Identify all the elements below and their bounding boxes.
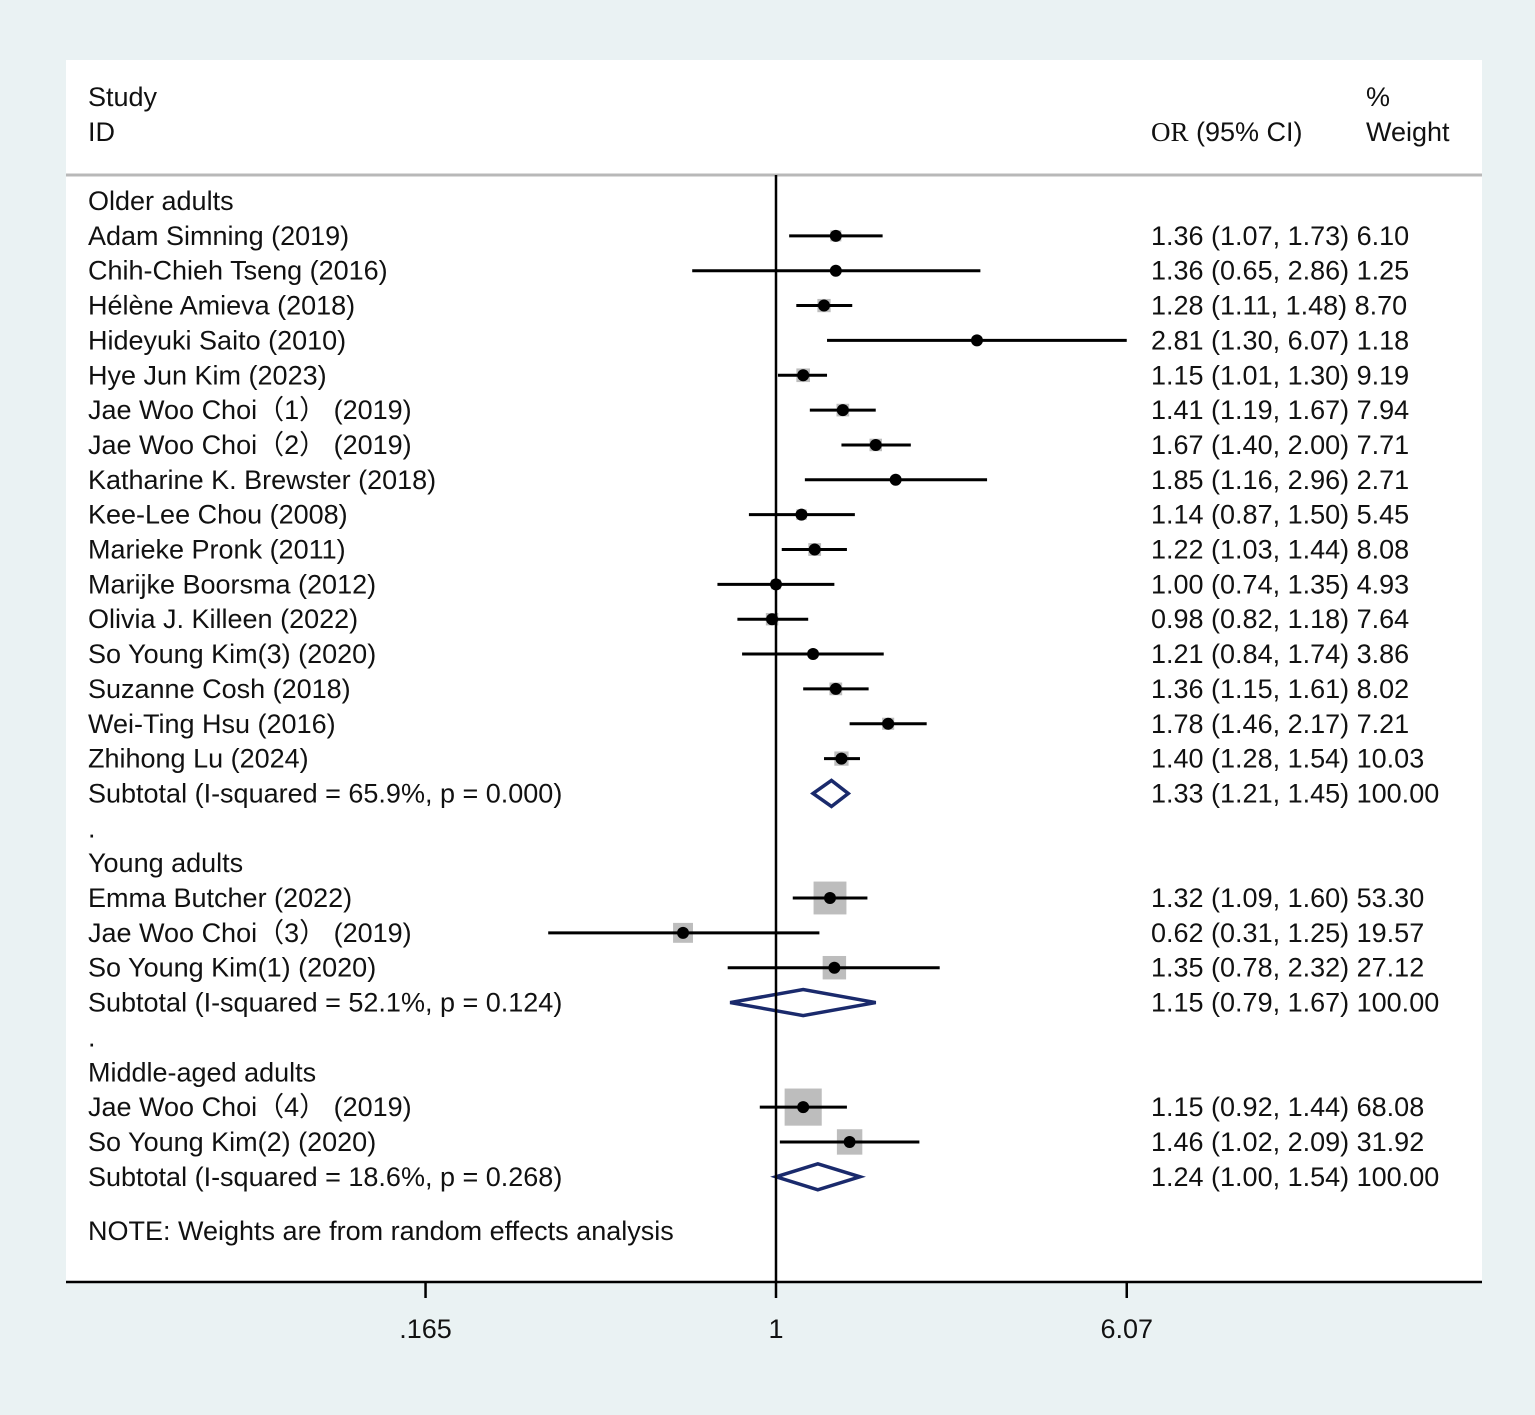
header-study: Study	[88, 82, 158, 112]
study-label: So Young Kim(2) (2020)	[88, 1127, 376, 1157]
study-label: Suzanne Cosh (2018)	[88, 674, 351, 704]
subtotal-label: Subtotal (I-squared = 65.9%, p = 0.000)	[88, 778, 562, 808]
point-estimate	[889, 473, 902, 486]
study-label: Hélène Amieva (2018)	[88, 291, 355, 321]
subtotal-value: 1.33 (1.21, 1.45) 100.00	[1151, 778, 1439, 808]
study-label: Marijke Boorsma (2012)	[88, 569, 376, 599]
study-label: Olivia J. Killeen (2022)	[88, 604, 358, 634]
group-label: Older adults	[88, 186, 234, 216]
study-label: Jae Woo Choi（2） (2019)	[88, 430, 412, 460]
point-estimate	[828, 961, 841, 974]
study-value: 1.36 (1.15, 1.61) 8.02	[1151, 674, 1409, 704]
point-estimate	[970, 334, 983, 347]
study-label: Marieke Pronk (2011)	[88, 535, 346, 565]
study-value: 1.36 (0.65, 2.86) 1.25	[1151, 256, 1409, 286]
subtotal-diamond	[729, 987, 877, 1018]
study-value: 2.81 (1.30, 6.07) 1.18	[1151, 325, 1409, 355]
x-tick-label: 1	[768, 1314, 783, 1344]
study-value: 1.36 (1.07, 1.73) 6.10	[1151, 221, 1409, 251]
study-label: Wei-Ting Hsu (2016)	[88, 709, 336, 739]
point-estimate	[882, 717, 895, 730]
study-value: 1.15 (0.92, 1.44) 68.08	[1151, 1092, 1424, 1122]
plot-background	[66, 60, 1482, 1282]
header-id: ID	[88, 117, 115, 147]
study-label: Jae Woo Choi（4） (2019)	[88, 1092, 412, 1122]
study-label: Jae Woo Choi（1） (2019)	[88, 395, 412, 425]
x-tick-label: .165	[399, 1314, 452, 1344]
group-separator: .	[88, 1022, 96, 1052]
point-estimate	[818, 299, 831, 312]
study-value: 1.40 (1.28, 1.54) 10.03	[1151, 744, 1424, 774]
subtotal-diamond	[770, 1161, 866, 1192]
study-label: Emma Butcher (2022)	[88, 883, 352, 913]
subtotal-value: 1.24 (1.00, 1.54) 100.00	[1151, 1162, 1439, 1192]
point-estimate	[797, 369, 810, 382]
point-estimate	[869, 438, 882, 451]
subtotal-diamond	[810, 778, 852, 809]
subtotal-label: Subtotal (I-squared = 18.6%, p = 0.268)	[88, 1162, 562, 1192]
study-value: 1.15 (1.01, 1.30) 9.19	[1151, 360, 1409, 390]
point-estimate	[797, 1101, 810, 1114]
point-estimate	[836, 404, 849, 417]
study-label: Hideyuki Saito (2010)	[88, 325, 346, 355]
study-label: Katharine K. Brewster (2018)	[88, 465, 436, 495]
study-label: Hye Jun Kim (2023)	[88, 360, 327, 390]
point-estimate	[795, 508, 808, 521]
x-tick-label: 6.07	[1100, 1314, 1153, 1344]
x-axis-ticks: .165 1 6.07	[399, 1282, 1153, 1344]
point-estimate	[829, 264, 842, 277]
study-value: 1.46 (1.02, 2.09) 31.92	[1151, 1127, 1424, 1157]
study-value: 1.28 (1.11, 1.48) 8.70	[1151, 291, 1407, 321]
study-value: 1.32 (1.09, 1.60) 53.30	[1151, 883, 1424, 913]
study-label: Jae Woo Choi（3） (2019)	[88, 918, 412, 948]
point-estimate	[808, 543, 821, 556]
group-label: Young adults	[88, 848, 243, 878]
weights-note: NOTE: Weights are from random effects an…	[88, 1216, 674, 1246]
study-value: 1.41 (1.19, 1.67) 7.94	[1151, 395, 1409, 425]
study-label: Adam Simning (2019)	[88, 221, 349, 251]
row-labels: Older adults Adam Simning (2019) 1.36 (1.0…	[88, 186, 1439, 1192]
point-estimate	[823, 892, 836, 904]
group-separator: .	[88, 813, 96, 843]
study-value: 1.22 (1.03, 1.44) 8.08	[1151, 535, 1409, 565]
study-label: Kee-Lee Chou (2008)	[88, 500, 348, 530]
point-estimate	[829, 682, 842, 695]
subtotal-value: 1.15 (0.79, 1.67) 100.00	[1151, 988, 1439, 1018]
study-value: 1.85 (1.16, 2.96) 2.71	[1151, 465, 1409, 495]
study-value: 1.21 (0.84, 1.74) 3.86	[1151, 639, 1409, 669]
subtotal-label: Subtotal (I-squared = 52.1%, p = 0.124)	[88, 988, 562, 1018]
header-weight: Weight	[1366, 117, 1450, 147]
header-ci-label: (95% CI)	[1189, 117, 1303, 147]
study-label: So Young Kim(3) (2020)	[88, 639, 376, 669]
point-estimate	[835, 752, 848, 765]
point-estimate	[677, 926, 690, 939]
study-value: 0.62 (0.31, 1.25) 19.57	[1151, 918, 1424, 948]
study-value: 1.14 (0.87, 1.50) 5.45	[1151, 500, 1409, 530]
study-value: 0.98 (0.82, 1.18) 7.64	[1151, 604, 1409, 634]
study-value: 1.78 (1.46, 2.17) 7.21	[1151, 709, 1409, 739]
study-label: Zhihong Lu (2024)	[88, 744, 309, 774]
header-or-ci: OR (95% CI)	[1151, 117, 1303, 147]
study-value: 1.00 (0.74, 1.35) 4.93	[1151, 569, 1409, 599]
point-estimate	[829, 229, 842, 242]
group-label: Middle-aged adults	[88, 1057, 316, 1087]
header-percent: %	[1366, 82, 1390, 112]
study-label: Chih-Chieh Tseng (2016)	[88, 256, 388, 286]
study-label: So Young Kim(1) (2020)	[88, 953, 376, 983]
header-or-label: OR	[1151, 117, 1189, 147]
point-estimate	[843, 1135, 856, 1148]
study-value: 1.67 (1.40, 2.00) 7.71	[1151, 430, 1409, 460]
study-value: 1.35 (0.78, 2.32) 27.12	[1151, 953, 1424, 983]
point-estimate	[807, 648, 820, 661]
ci-marks	[548, 229, 1127, 1192]
